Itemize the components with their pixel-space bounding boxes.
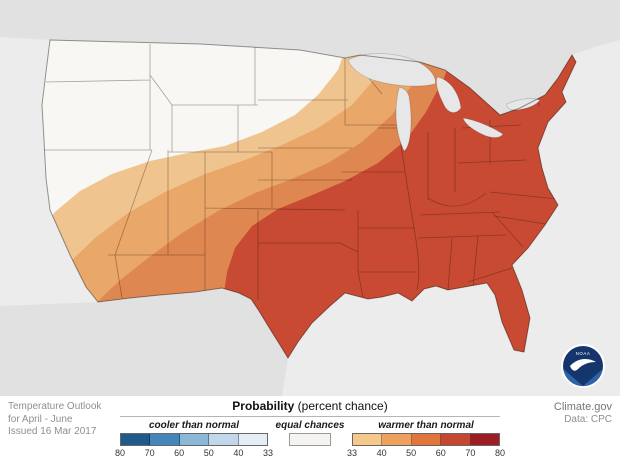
legend-tick: 80 [494,448,506,458]
legend-title: Probability (percent chance) [120,399,500,417]
cooler-label: cooler than normal [148,420,239,431]
data-source-credit: Data: CPC [564,413,612,425]
legend-tick: 33 [346,448,358,458]
legend-color-segment [411,434,442,445]
noaa-gull-icon [570,358,596,371]
legend-tick: 33 [262,448,274,458]
us-temperature-outlook-map: NOAA [0,0,620,396]
warmer-label: warmer than normal [378,420,474,431]
canada-landmass [0,0,620,115]
state-borders [43,44,558,300]
legend-color-segment [470,434,500,445]
us-outline [41,39,577,359]
legend-title-bold: Probability [232,399,295,413]
cooler-ticks: 80 70 60 50 40 33 [115,448,273,460]
legend-tick: 40 [233,448,244,458]
legend-tick: 70 [144,448,155,458]
noaa-logo-text: NOAA [576,351,591,356]
source-attribution: Climate.gov Data: CPC [554,401,612,426]
legend-color-segment [150,434,180,445]
legend-color-segment [179,434,210,445]
legend-tick: 60 [435,448,446,458]
caption-line-1: Temperature Outlook [8,401,102,412]
noaa-logo-field [563,346,603,386]
equal-chances-label: equal chances [275,420,345,431]
cooler-colorbar [120,433,268,446]
legend-title-rest: (percent chance) [294,399,388,413]
legend-group-warmer: warmer than normal 33 40 50 60 70 80 [347,420,505,460]
probability-legend: Probability (percent chance) cooler than… [115,396,505,460]
footer: Temperature Outlook for April - June Iss… [0,396,620,460]
legend-row: cooler than normal 80 70 60 50 40 33 equal ch… [115,420,505,460]
caption-line-3: Issued 16 Mar 2017 [8,426,97,437]
legend-tick: 50 [203,448,214,458]
great-lakes [347,53,541,152]
legend-color-segment [353,434,383,445]
legend-color-segment [121,434,151,445]
mexico-landmass [0,288,288,396]
noaa-logo: NOAA [561,344,605,389]
warmer-ticks: 33 40 50 60 70 80 [347,448,505,460]
us-probability-bands [42,40,576,358]
warmer-colorbar [352,433,500,446]
outlook-caption: Temperature Outlook for April - June Iss… [8,401,101,439]
legend-color-segment [209,434,239,445]
legend-tick: 80 [114,448,126,458]
map-area: NOAA [0,0,620,396]
legend-group-cooler: cooler than normal 80 70 60 50 40 33 [115,420,273,460]
legend-color-segment [382,434,412,445]
legend-color-segment [238,434,268,445]
legend-color-segment [441,434,471,445]
noaa-logo-sea [563,369,603,389]
legend-group-equal: equal chances [275,420,345,446]
caption-line-2: for April - June [8,413,73,425]
legend-tick: 60 [174,448,185,458]
equal-chances-swatch [289,433,331,446]
legend-tick: 70 [465,448,476,458]
climate-gov-credit: Climate.gov [553,401,612,413]
legend-tick: 40 [376,448,387,458]
legend-tick: 50 [406,448,417,458]
